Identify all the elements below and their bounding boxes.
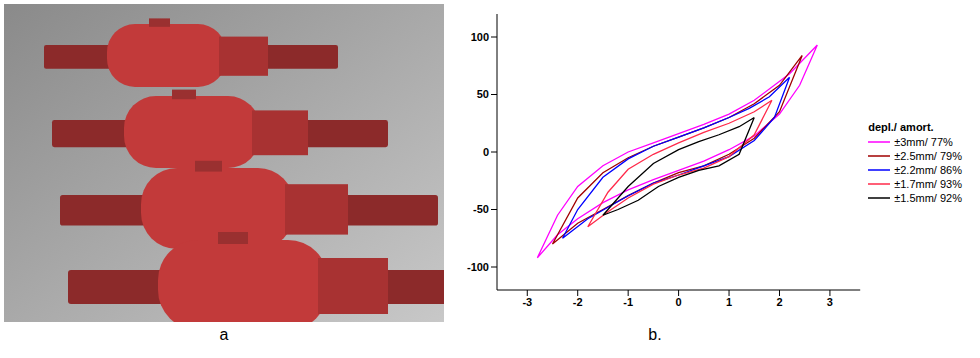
html-text:±2.5mm/ 79%: ±2.5mm/ 79% bbox=[894, 149, 962, 162]
svg-text:0: 0 bbox=[483, 146, 489, 158]
html-text:b.: b. bbox=[648, 326, 662, 343]
html-text:±1.7mm/ 93%: ±1.7mm/ 93% bbox=[894, 177, 962, 190]
svg-text:-50: -50 bbox=[473, 203, 489, 215]
svg-text:2: 2 bbox=[776, 296, 782, 308]
svg-text:100: 100 bbox=[471, 31, 489, 43]
html-text:±2.2mm/ 86%: ±2.2mm/ 86% bbox=[894, 163, 962, 176]
svg-text:50: 50 bbox=[477, 88, 489, 100]
html-text:±1.5mm/ 92%: ±1.5mm/ 92% bbox=[894, 191, 962, 204]
html-text:depl./ amort.: depl./ amort. bbox=[868, 120, 934, 133]
svg-text:-100: -100 bbox=[467, 261, 489, 273]
svg-text:0: 0 bbox=[676, 296, 682, 308]
svg-text:-1: -1 bbox=[623, 296, 633, 308]
html-text:a: a bbox=[219, 326, 229, 343]
svg-text:-3: -3 bbox=[522, 296, 532, 308]
svg-text:-2: -2 bbox=[573, 296, 583, 308]
svg-text:3: 3 bbox=[827, 296, 833, 308]
html-text:±3mm/ 77%: ±3mm/ 77% bbox=[894, 135, 953, 148]
svg-text:1: 1 bbox=[726, 296, 732, 308]
